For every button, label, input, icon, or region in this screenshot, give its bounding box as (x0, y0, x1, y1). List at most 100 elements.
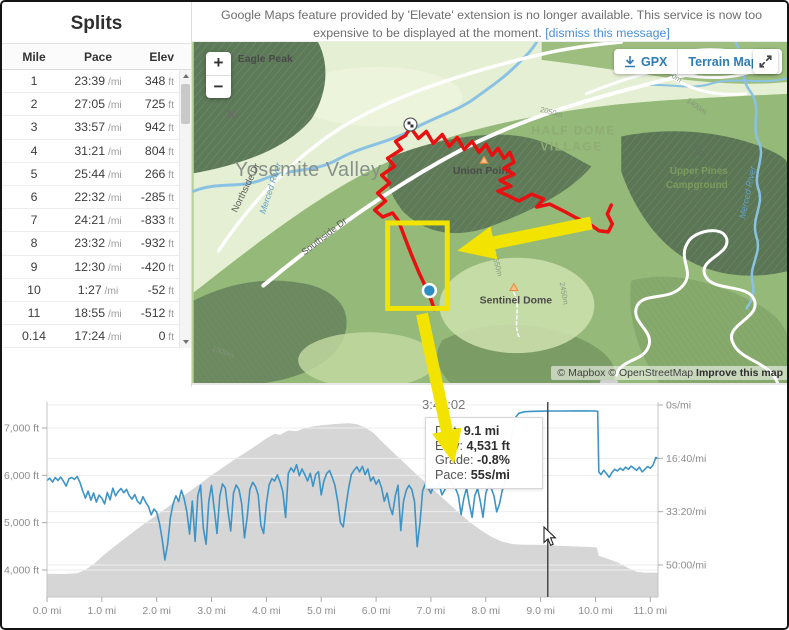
x-axis-label: 9.0 mi (526, 605, 555, 617)
chart-tooltip: Dist: 9.1 mi Elev: 4,531 ft Grade: -0.8%… (425, 417, 543, 490)
fullscreen-button[interactable] (753, 49, 778, 74)
dismiss-message-link[interactable]: [dismiss this message] (545, 25, 670, 40)
cell-mile: 3 (30, 120, 38, 135)
annotation-arrow-left (457, 216, 593, 260)
start-marker (403, 117, 418, 132)
splits-header-row: Mile Pace Elev (2, 44, 191, 70)
expand-icon (759, 55, 772, 68)
notice-text: Google Maps feature provided by 'Elevate… (220, 8, 763, 40)
x-axis-label: 5.0 mi (307, 605, 336, 617)
zoom-in-button[interactable]: + (213, 53, 224, 72)
chart-canvas[interactable]: 7,000 ft 6,000 ft 5,000 ft 4,000 ft 0s/mi 16:… (2, 387, 789, 630)
tooltip-row: Grade: -0.8% (435, 453, 510, 468)
cell-elev: -285 ft (140, 190, 174, 205)
col-header-elev: Elev (149, 49, 174, 64)
gridlines (47, 404, 658, 571)
x-axis-label: 2.0 mi (142, 605, 171, 617)
label-half-dome-village-1: HALF DOME (531, 123, 615, 137)
cell-pace: 33:57 /mi (74, 120, 122, 135)
climbing-poi-icon (227, 110, 237, 120)
pane-resize-handle[interactable] (600, 380, 618, 383)
improve-this-map-link[interactable]: Improve this map (696, 367, 783, 379)
x-axis-label: 1.0 mi (88, 605, 117, 617)
layer-label: Terrain Map (688, 54, 759, 69)
tooltip-row: Dist: 9.1 mi (435, 424, 500, 438)
attribution-text: © Mapbox © OpenStreetMap (557, 367, 697, 379)
cell-mile: 9 (30, 259, 38, 274)
cell-mile: 11 (27, 305, 41, 320)
table-row[interactable]: 9 12:30 /mi -420 ft (2, 256, 191, 279)
cell-pace: 22:32 /mi (74, 190, 122, 205)
terrain-map[interactable]: 1250m 1400m 2050m 1550m 2450m 1300m Eagl… (192, 42, 789, 385)
triangle-down-icon (182, 340, 189, 344)
position-marker (421, 282, 438, 299)
cell-pace: 17:24 /mi (74, 329, 122, 344)
x-axis-label: 6.0 mi (362, 605, 391, 617)
terrain-shapes (193, 42, 787, 383)
scroll-down-button[interactable] (180, 336, 191, 348)
cell-elev: -52 ft (147, 282, 174, 297)
x-axis-label: 10.0 mi (578, 605, 612, 617)
cell-elev: -833 ft (140, 213, 174, 228)
mouse-cursor (543, 526, 557, 547)
axis-labels: 7,000 ft 6,000 ft 5,000 ft 4,000 ft 0s/mi 16:… (4, 400, 706, 618)
label-union-point: Union Point (453, 166, 512, 177)
cell-mile: 2 (30, 97, 38, 112)
elevation-area (47, 423, 658, 597)
tooltip-row: Pace: 55s/mi (435, 467, 510, 482)
label-upper-pines-2: Campground (666, 180, 728, 191)
table-row[interactable]: 8 23:32 /mi -932 ft (2, 232, 191, 256)
table-row[interactable]: 0.14 17:24 /mi 0 ft (2, 325, 191, 349)
left-axis-label: 7,000 ft (4, 423, 39, 435)
table-row[interactable]: 10 1:27 /mi -52 ft (2, 279, 191, 302)
label-eagle-peak: Eagle Peak (238, 54, 293, 65)
map-zoom-control: + − (206, 52, 231, 98)
cell-pace: 24:21 /mi (74, 213, 122, 228)
cell-mile: 4 (30, 143, 38, 158)
cell-pace: 12:30 /mi (74, 259, 122, 274)
right-axis-label: 16:40/mi (666, 453, 706, 465)
x-axis-label: 7.0 mi (417, 605, 446, 617)
cell-elev: 348 ft (144, 74, 174, 89)
cell-elev: -512 ft (140, 305, 174, 320)
splits-scrollbar[interactable] (179, 70, 191, 348)
table-row[interactable]: 3 33:57 /mi 942 ft (2, 116, 191, 140)
splits-table-body: 1 23:39 /mi 348 ft 2 27:05 /mi 725 ft 3 33:57 /… (2, 70, 191, 349)
cell-mile: 0.14 (22, 329, 46, 344)
table-row[interactable]: 1 23:39 /mi 348 ft (2, 70, 191, 94)
union-point-peak-icon (479, 155, 489, 164)
table-row[interactable]: 6 22:32 /mi -285 ft (2, 186, 191, 210)
cell-pace: 1:27 /mi (77, 282, 119, 297)
gpx-label: GPX (641, 54, 668, 69)
cell-elev: 266 ft (144, 166, 174, 181)
triangle-up-icon (182, 74, 189, 78)
annotation-highlight-box (385, 220, 450, 311)
x-axis-label: 0.0 mi (33, 605, 62, 617)
x-axis-label: 11.0 mi (633, 605, 667, 617)
cell-pace: 31:21 /mi (74, 143, 122, 158)
svg-text:2450m: 2450m (558, 281, 571, 305)
gpx-download-button[interactable]: GPX (614, 49, 677, 74)
x-axis-label: 4.0 mi (252, 605, 281, 617)
cell-elev: -932 ft (140, 236, 174, 251)
zoom-out-button[interactable]: − (206, 75, 231, 98)
scroll-up-button[interactable] (180, 70, 191, 82)
map-attribution: © Mapbox © OpenStreetMap Improve this ma… (551, 366, 787, 380)
tooltip-time: 3:45:02 (422, 397, 466, 412)
tooltip-row: Elev: 4,531 ft (435, 438, 510, 453)
table-row[interactable]: 2 27:05 /mi 725 ft (2, 93, 191, 117)
table-row[interactable]: 4 31:21 /mi 804 ft (2, 140, 191, 163)
right-axis-label: 50:00/mi (666, 560, 706, 572)
table-row[interactable]: 11 18:55 /mi -512 ft (2, 302, 191, 326)
map-canvas[interactable]: 1250m 1400m 2050m 1550m 2450m 1300m Eagl… (192, 42, 789, 385)
right-axis-label: 0s/mi (666, 400, 691, 412)
cell-pace: 25:44 /mi (74, 166, 122, 181)
cell-mile: 7 (30, 213, 38, 228)
scrollbar-thumb[interactable] (181, 84, 190, 124)
table-row[interactable]: 7 24:21 /mi -833 ft (2, 209, 191, 233)
table-row[interactable]: 5 25:44 /mi 266 ft (2, 163, 191, 186)
elevation-pace-chart: 7,000 ft 6,000 ft 5,000 ft 4,000 ft 0s/mi 16:… (2, 387, 789, 630)
cell-elev: 942 ft (144, 120, 174, 135)
col-header-pace: Pace (83, 49, 113, 64)
